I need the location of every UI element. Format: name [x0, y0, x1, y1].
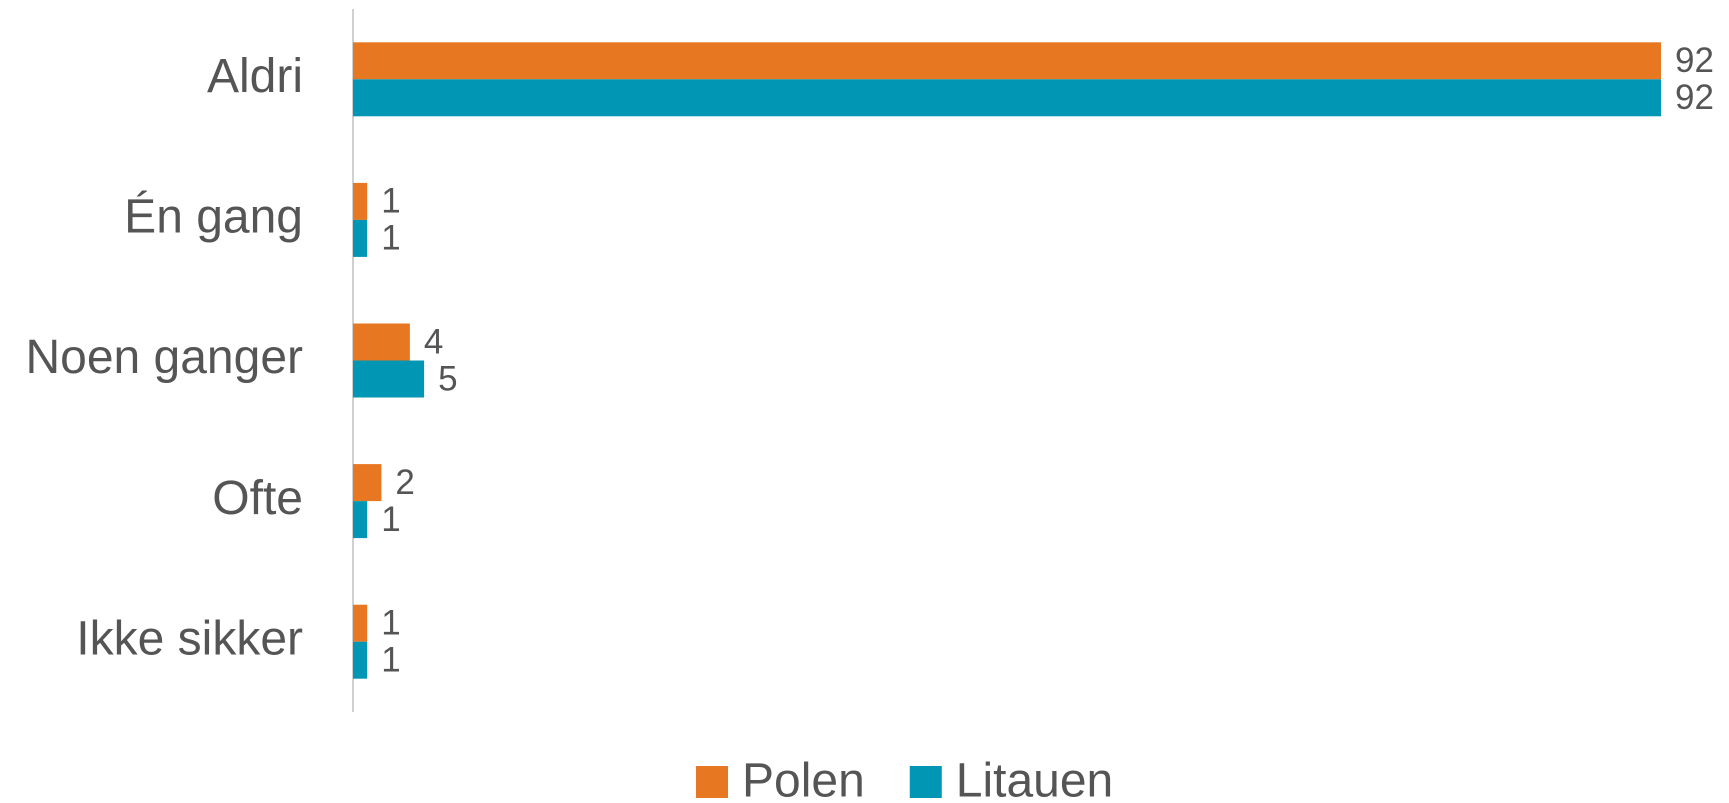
bar	[353, 464, 382, 502]
bar	[353, 360, 425, 398]
bar	[353, 501, 368, 539]
bar	[353, 182, 368, 220]
value-label: 2	[395, 463, 414, 502]
bar	[353, 79, 1661, 117]
value-label: 92	[1675, 41, 1714, 80]
bar	[353, 42, 1661, 80]
legend-swatch	[909, 766, 942, 798]
bar	[353, 219, 368, 257]
bar	[353, 323, 410, 361]
category-label: Ofte	[212, 472, 303, 525]
category-label: Én gang	[124, 191, 303, 244]
category-label: Noen ganger	[25, 331, 303, 384]
category-label: Aldri	[207, 50, 303, 103]
legend-swatch	[696, 766, 728, 798]
value-label: 1	[381, 219, 400, 258]
value-label: 1	[381, 182, 400, 221]
value-label: 1	[381, 603, 400, 642]
legend-label: Polen	[742, 755, 865, 803]
value-label: 92	[1675, 78, 1714, 117]
bar	[353, 641, 368, 679]
bar	[353, 604, 368, 642]
value-label: 5	[438, 359, 457, 398]
value-label: 1	[381, 500, 400, 539]
value-label: 1	[381, 640, 400, 679]
value-label: 4	[424, 322, 443, 361]
category-label: Ikke sikker	[76, 612, 303, 665]
legend-label: Litauen	[956, 755, 1113, 803]
